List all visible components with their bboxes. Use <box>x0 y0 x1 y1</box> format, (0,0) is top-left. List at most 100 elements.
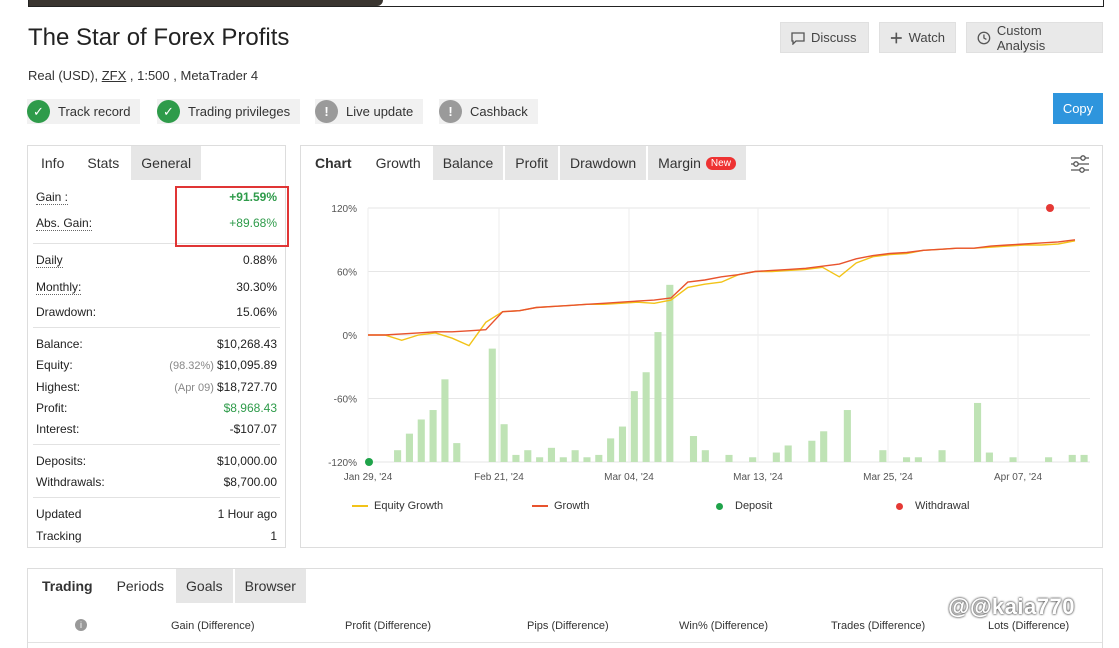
tab-balance[interactable]: Balance <box>430 146 504 180</box>
plus-icon <box>890 32 902 43</box>
badge-cashback: ! Cashback <box>439 99 538 124</box>
stat-profit: Profit: $8,968.43 <box>36 401 277 415</box>
tab-periods[interactable]: Periods <box>106 569 175 603</box>
x-tick-label: Mar 25, '24 <box>863 472 913 483</box>
profit-bar <box>1045 457 1053 462</box>
top-banner-strip <box>28 0 1104 7</box>
profit-bar <box>524 450 532 462</box>
profit-bar <box>654 332 662 462</box>
profit-bar <box>394 450 402 462</box>
badge-track-record: ✓ Track record <box>27 99 141 124</box>
profit-bar <box>820 431 828 462</box>
divider <box>33 444 280 445</box>
col-pips[interactable]: Pips (Difference) <box>527 620 609 632</box>
stat-deposits: Deposits: $10,000.00 <box>36 454 277 468</box>
tab-drawdown[interactable]: Drawdown <box>557 146 647 180</box>
x-tick-label: Jan 29, '24 <box>344 472 393 483</box>
stat-monthly: Monthly: 30.30% <box>36 280 277 295</box>
deposit-marker <box>365 458 373 466</box>
legend-deposit: Deposit <box>716 500 772 512</box>
clock-icon <box>977 31 991 44</box>
col-gain[interactable]: Gain (Difference) <box>171 620 255 632</box>
col-trades[interactable]: Trades (Difference) <box>831 620 926 632</box>
x-tick-label: Mar 04, '24 <box>604 472 654 483</box>
profit-bar <box>630 391 638 462</box>
periods-tabs: Trading Periods Goals Browser <box>28 569 306 603</box>
profit-bar <box>536 457 544 462</box>
info-icon[interactable]: i <box>75 619 87 631</box>
profit-bar <box>808 440 816 462</box>
profit-bar <box>417 419 425 462</box>
y-tick-label: -60% <box>334 395 357 406</box>
exclamation-icon: ! <box>315 100 338 123</box>
divider <box>33 327 280 328</box>
y-tick-label: -120% <box>328 458 357 469</box>
profit-bar <box>453 443 461 462</box>
y-tick-label: 120% <box>331 204 357 215</box>
tab-chart[interactable]: Chart <box>301 146 366 180</box>
profit-bar <box>784 445 792 462</box>
stat-drawdown: Drawdown: 15.06% <box>36 305 277 319</box>
stat-abs-gain: Abs. Gain: +89.68% <box>36 216 277 231</box>
discuss-button[interactable]: Discuss <box>780 22 869 53</box>
divider <box>33 243 280 244</box>
x-tick-label: Mar 13, '24 <box>733 472 783 483</box>
profit-bar <box>666 284 674 462</box>
divider <box>33 497 280 498</box>
profit-bar <box>441 379 449 462</box>
profit-bar <box>429 410 437 462</box>
settings-sliders-icon[interactable] <box>1070 155 1090 173</box>
tab-browser[interactable]: Browser <box>232 569 306 603</box>
profit-bar <box>547 447 556 462</box>
stat-equity: Equity: (98.32%) $10,095.89 <box>36 358 277 372</box>
stat-gain: Gain : +91.59% <box>36 190 277 205</box>
profit-bar <box>595 454 603 462</box>
banner-image <box>29 0 383 6</box>
tab-info[interactable]: Info <box>28 146 78 180</box>
check-icon: ✓ <box>27 100 50 123</box>
legend-equity-growth: Equity Growth <box>352 500 443 512</box>
stat-interest: Interest: -$107.07 <box>36 422 277 436</box>
profit-bar <box>725 454 733 462</box>
broker-link[interactable]: ZFX <box>101 68 127 83</box>
leverage: , 1:500 , <box>129 68 177 83</box>
periods-panel: Trading Periods Goals Browser <box>27 568 1103 648</box>
profit-bar <box>974 402 982 462</box>
legend-dot <box>716 502 723 510</box>
stat-tracking: Tracking 1 <box>36 529 277 543</box>
account-info: Real (USD), ZFX , 1:500 , MetaTrader 4 <box>28 68 258 83</box>
tab-profit[interactable]: Profit <box>503 146 558 180</box>
watch-button[interactable]: Watch <box>879 22 956 53</box>
stat-highest: Highest: (Apr 09) $18,727.70 <box>36 380 277 394</box>
profit-bar <box>985 452 993 462</box>
tab-general[interactable]: General <box>129 146 202 180</box>
tab-goals[interactable]: Goals <box>174 569 233 603</box>
col-win[interactable]: Win% (Difference) <box>679 620 769 632</box>
watermark: @@kaia770 <box>948 594 1075 619</box>
profit-bar <box>607 438 615 462</box>
tab-margin[interactable]: Margin New <box>646 146 746 180</box>
profit-bar <box>749 457 757 462</box>
badge-trading-privileges: ✓ Trading privileges <box>157 99 301 124</box>
profit-bar <box>571 450 579 462</box>
tab-growth[interactable]: Growth <box>365 146 431 180</box>
col-profit[interactable]: Profit (Difference) <box>345 620 431 632</box>
check-icon: ✓ <box>157 100 180 123</box>
profit-bar <box>500 424 508 462</box>
tab-stats[interactable]: Stats <box>77 146 130 180</box>
col-lots[interactable]: Lots (Difference) <box>988 620 1070 632</box>
copy-button[interactable]: Copy <box>1053 93 1103 124</box>
profit-bar <box>405 433 413 462</box>
chart-tabs: Chart Growth Balance Profit Drawdown Mar… <box>301 146 746 180</box>
stats-tabs: Info Stats General <box>28 146 202 180</box>
tab-trading[interactable]: Trading <box>28 569 107 603</box>
badge-live-update: ! Live update <box>315 99 424 124</box>
stat-balance: Balance: $10,268.43 <box>36 337 277 351</box>
legend-line <box>352 505 368 507</box>
stat-daily: Daily 0.88% <box>36 253 277 268</box>
legend-withdrawal: Withdrawal <box>896 500 969 512</box>
custom-analysis-button[interactable]: Custom Analysis <box>966 22 1103 53</box>
exclamation-icon: ! <box>439 100 462 123</box>
profit-bar <box>559 457 567 462</box>
profit-bar <box>902 457 911 462</box>
